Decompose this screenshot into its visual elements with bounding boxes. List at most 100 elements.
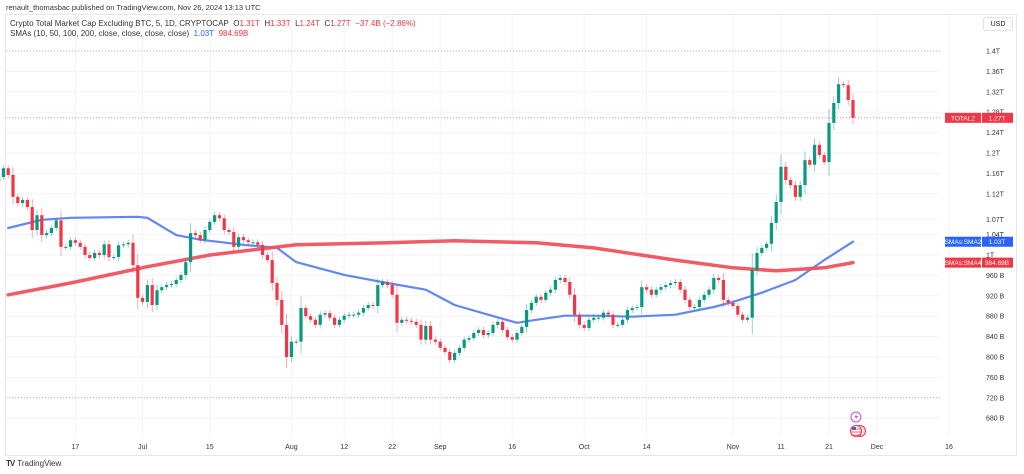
candle <box>184 257 188 280</box>
candle-body-down <box>193 233 197 236</box>
candle-body-down <box>73 240 77 243</box>
candle <box>299 296 303 354</box>
candle-body-down <box>390 285 394 295</box>
candle-body-up <box>352 314 356 316</box>
candle-body-up <box>558 277 562 280</box>
candle-body-up <box>712 277 716 290</box>
candle-body-down <box>83 246 87 255</box>
candle-body-down <box>261 244 265 255</box>
candle <box>237 233 241 251</box>
candle <box>270 252 274 292</box>
candle <box>443 344 447 355</box>
candle <box>741 311 745 323</box>
candle-body-up <box>592 317 596 320</box>
candle-body-down <box>227 230 231 233</box>
candle <box>472 329 476 342</box>
candle <box>275 277 279 306</box>
y-tick-label: 1.16T <box>986 171 1005 178</box>
candle <box>448 348 452 364</box>
candle <box>323 310 327 318</box>
price-label-value-bg <box>982 257 1013 268</box>
candle <box>793 181 797 201</box>
candle-body-down <box>150 285 154 305</box>
candle <box>597 314 601 321</box>
price-label-name-bg <box>945 236 981 247</box>
candle <box>625 306 629 324</box>
us-economic-event-flag-icon[interactable] <box>850 425 866 437</box>
dividend-lightning-icon[interactable] <box>850 411 862 423</box>
candle <box>784 162 788 185</box>
tradingview-logo[interactable]: TV TradingView <box>6 459 62 468</box>
candle-body-down <box>611 314 615 325</box>
candle-body-down <box>97 252 101 255</box>
candle <box>25 196 29 211</box>
y-tick-label: 840 B <box>986 334 1005 341</box>
candle <box>520 323 524 337</box>
candle <box>40 208 44 243</box>
candle-body-down <box>678 282 682 290</box>
candle <box>592 314 596 323</box>
candle <box>601 309 605 321</box>
candle <box>573 287 577 322</box>
candle-body-down <box>333 317 337 325</box>
candle <box>126 239 130 248</box>
candle <box>851 93 855 125</box>
candle <box>621 316 625 328</box>
price-label-name: SMAs:SMA4 <box>945 260 982 267</box>
candle <box>803 151 807 194</box>
candle-body-up <box>117 245 121 258</box>
candle-body-up <box>496 321 500 325</box>
currency-button[interactable]: USD <box>983 17 1013 31</box>
candle <box>568 277 572 300</box>
y-tick-label: 1.36T <box>986 69 1005 76</box>
candle-body-up <box>529 302 533 311</box>
x-tick-label: 11 <box>777 444 784 451</box>
candle <box>59 211 63 257</box>
candle-body-down <box>822 155 826 163</box>
candle <box>73 237 77 246</box>
candle-body-up <box>755 252 759 270</box>
y-tick-label: 800 B <box>986 355 1005 362</box>
candle <box>505 326 509 341</box>
candle <box>587 316 591 331</box>
candle-body-up <box>707 289 711 295</box>
candle <box>313 316 317 328</box>
candle <box>649 286 653 298</box>
candle <box>750 253 754 335</box>
candle-body-up <box>702 294 706 300</box>
candle-body-up <box>208 221 212 231</box>
candle <box>208 218 212 234</box>
candles <box>0 77 855 369</box>
sma-legend[interactable]: SMAs (10, 50, 100, 200, close, close, cl… <box>10 29 416 39</box>
candle <box>328 310 332 321</box>
candle <box>640 280 644 314</box>
candle-body-up <box>35 215 39 231</box>
candle <box>765 240 769 251</box>
candle-body-down <box>198 235 202 241</box>
candle <box>30 199 34 239</box>
candle-body-up <box>64 246 68 248</box>
candle-body-up <box>357 312 361 315</box>
sma2-value: 1.03T <box>193 29 215 38</box>
candle <box>549 286 553 296</box>
candle-body-up <box>664 285 668 288</box>
candle <box>664 282 668 291</box>
candle <box>808 157 812 168</box>
candle <box>529 299 533 314</box>
candle <box>462 336 466 351</box>
candle <box>112 253 116 261</box>
candle <box>817 141 821 159</box>
candle <box>318 311 322 329</box>
candle-body-up <box>765 243 769 248</box>
x-tick-label: Aug <box>285 444 298 451</box>
candle-body-down <box>30 207 34 231</box>
candle-body-up <box>635 307 639 309</box>
candle <box>477 326 481 337</box>
candle <box>1 165 5 181</box>
sma2-line <box>7 215 855 324</box>
candle-body-down <box>409 320 413 322</box>
candle <box>491 321 495 337</box>
candle <box>635 303 639 312</box>
candle-body-up <box>121 244 125 246</box>
